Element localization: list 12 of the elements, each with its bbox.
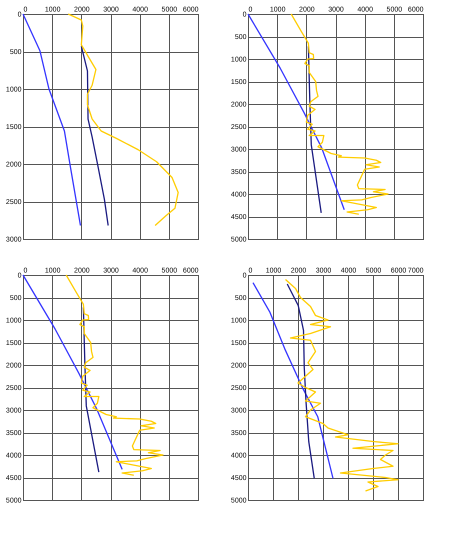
line-series (80, 46, 109, 226)
line-series (284, 278, 399, 492)
line-series (286, 283, 315, 480)
line-series (252, 282, 334, 480)
line-series (66, 274, 164, 476)
line-series (308, 46, 322, 214)
line-series (247, 13, 345, 210)
line-series (68, 13, 179, 226)
line-series (22, 13, 82, 226)
line-series (22, 274, 123, 470)
line-series (290, 13, 389, 215)
line-series (82, 306, 100, 473)
